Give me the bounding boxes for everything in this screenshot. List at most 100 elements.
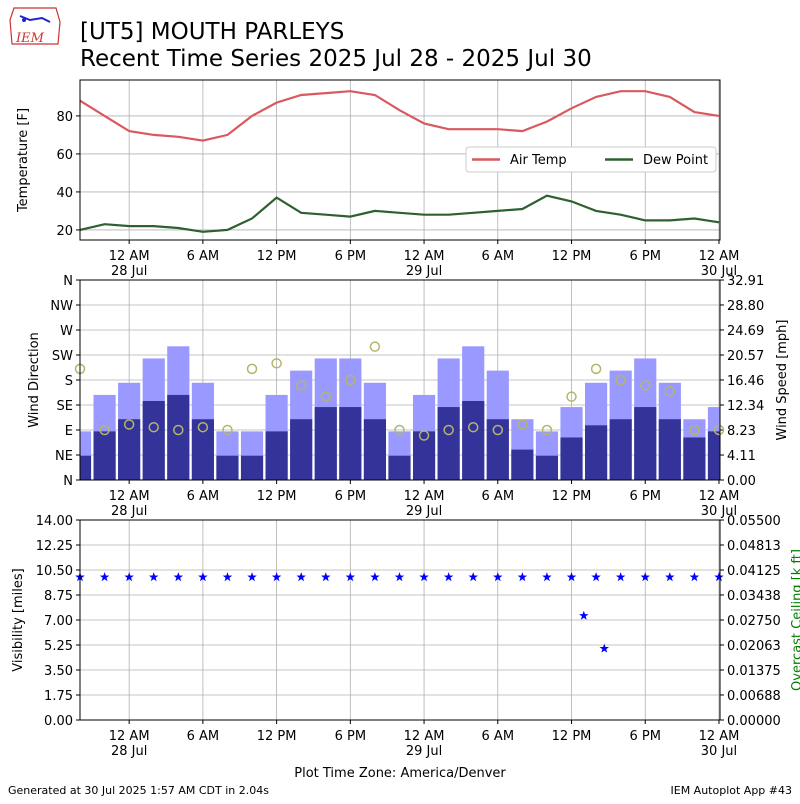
x-tick-label: 6 PM <box>335 489 366 504</box>
footer-left: Generated at 30 Jul 2025 1:57 AM CDT in … <box>8 784 269 797</box>
circle-marker <box>443 424 454 436</box>
y2-tick-label: 0.01375 <box>727 664 781 679</box>
circle-marker <box>590 363 602 375</box>
circle-marker <box>394 424 405 436</box>
star-marker <box>542 572 552 582</box>
x-tick-label: 6 PM <box>630 249 661 264</box>
bar <box>462 400 485 480</box>
y2-tick-label: 32.91 <box>727 274 764 289</box>
circle-marker <box>99 424 110 436</box>
x-tick-label: 12 AM <box>109 249 150 264</box>
y2-tick-label: 0.00000 <box>727 714 781 729</box>
star-marker <box>271 572 282 582</box>
x-tick-date: 28 Jul <box>111 264 147 279</box>
y-tick-label: 8.75 <box>44 589 73 604</box>
y2-tick-label: 0.04813 <box>727 539 781 554</box>
x-tick-label: 6 PM <box>630 729 661 744</box>
y2-axis-label: Overcast Ceiling [k ft] <box>790 549 800 691</box>
star-marker <box>579 610 589 620</box>
x-tick-label: 6 AM <box>482 729 515 744</box>
bar <box>585 425 608 480</box>
star-marker <box>394 572 405 582</box>
y-tick-label: S <box>65 374 73 389</box>
circle-marker <box>222 424 233 436</box>
circle-marker <box>246 363 258 375</box>
y-axis-label: Wind Direction <box>27 332 42 428</box>
x-tick-date: 28 Jul <box>111 744 147 759</box>
y2-tick-label: 24.69 <box>727 324 764 339</box>
bar <box>314 407 337 480</box>
x-tick-label: 6 AM <box>187 489 220 504</box>
x-tick-label: 12 AM <box>109 729 150 744</box>
bar <box>191 419 214 480</box>
y2-tick-label: 28.80 <box>727 299 764 314</box>
circle-marker <box>295 380 307 391</box>
x-axis-label: Plot Time Zone: America/Denver <box>294 766 506 781</box>
x-tick-label: 12 AM <box>699 729 740 744</box>
x-tick-label: 12 AM <box>699 489 740 504</box>
circle-marker <box>517 419 528 430</box>
y-axis-label: Visibility [miles] <box>11 568 26 671</box>
circle-marker <box>713 424 725 436</box>
y2-tick-label: 0.03438 <box>727 589 781 604</box>
star-marker <box>640 572 650 582</box>
star-marker <box>419 572 429 582</box>
x-tick-label: 6 AM <box>482 489 515 504</box>
x-tick-date: 28 Jul <box>111 504 147 519</box>
x-tick-label: 12 PM <box>552 729 592 744</box>
y-tick-label: 20 <box>56 224 73 239</box>
y-tick-label: 1.75 <box>44 689 73 704</box>
star-marker <box>665 572 675 582</box>
circle-marker <box>369 341 381 352</box>
legend-label: Dew Point <box>643 153 708 168</box>
logo-text: IEM <box>15 31 45 46</box>
x-tick-label: 12 PM <box>552 249 592 264</box>
title: [UT5] MOUTH PARLEYS <box>80 19 344 45</box>
star-marker <box>345 572 356 582</box>
x-tick-date: 30 Jul <box>701 744 737 759</box>
bar <box>511 449 534 480</box>
y-axis-label: Temperature [F] <box>16 108 31 213</box>
circle-marker <box>639 380 651 391</box>
bar <box>142 400 165 480</box>
star-marker <box>247 572 257 582</box>
line <box>79 194 720 233</box>
star-marker <box>615 572 626 582</box>
bar <box>560 437 583 480</box>
x-tick-date: 29 Jul <box>406 264 442 279</box>
star-marker <box>370 572 380 582</box>
y2-axis-label: Wind Speed [mph] <box>775 320 790 441</box>
circle-marker <box>173 424 184 436</box>
star-marker <box>443 572 454 582</box>
bar <box>412 431 436 480</box>
y-tick-label: 0.00 <box>44 714 73 729</box>
bar <box>265 431 288 480</box>
y-tick-label: 7.00 <box>44 614 73 629</box>
y2-tick-label: 16.46 <box>727 374 764 389</box>
star-marker <box>493 572 503 582</box>
circle-marker <box>689 424 700 436</box>
circle-marker <box>467 421 479 433</box>
star-marker <box>321 572 331 582</box>
circle-marker <box>271 358 282 369</box>
star-marker <box>517 572 528 582</box>
plot-frame <box>79 279 721 481</box>
circle-marker <box>541 424 553 436</box>
bar <box>240 455 264 480</box>
x-tick-label: 12 AM <box>404 729 445 744</box>
logo: IEM <box>9 7 61 46</box>
circle-marker <box>123 419 135 430</box>
x-tick-label: 12 AM <box>404 249 445 264</box>
y-tick-label: N <box>63 274 73 289</box>
bar <box>93 431 116 480</box>
x-tick-date: 29 Jul <box>406 504 442 519</box>
x-tick-label: 6 AM <box>482 249 515 264</box>
x-tick-label: 6 PM <box>630 489 661 504</box>
star-marker <box>296 572 306 582</box>
circle-marker <box>664 385 676 397</box>
x-tick-label: 12 PM <box>257 249 297 264</box>
bar <box>658 419 681 480</box>
x-tick-label: 6 PM <box>335 729 366 744</box>
